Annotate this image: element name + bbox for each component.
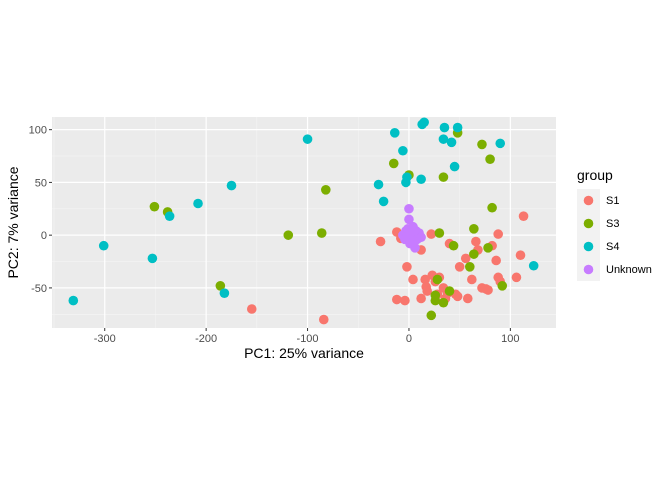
point-s4 [389, 128, 400, 138]
legend-marker-s3 [583, 218, 594, 229]
point-s3 [432, 274, 443, 285]
point-s3 [316, 228, 327, 238]
y-tick-label: 50 [35, 177, 47, 189]
point-s1 [402, 262, 412, 272]
point-s4 [68, 295, 79, 306]
point-s1 [246, 304, 257, 314]
point-s4 [98, 240, 109, 251]
point-s4 [219, 288, 230, 298]
point-s3 [430, 295, 441, 306]
point-s4 [449, 161, 460, 172]
point-s3 [448, 240, 459, 251]
point-s4 [402, 172, 412, 182]
x-axis-label: PC1: 25% variance [244, 345, 364, 361]
x-axis: -300 -200 -100 0 100 [94, 328, 520, 345]
point-s3 [283, 230, 294, 240]
point-s3 [444, 286, 455, 296]
point-s3 [465, 262, 475, 272]
point-s3 [497, 281, 508, 291]
legend-marker-s1 [583, 195, 594, 206]
point-s4 [416, 174, 426, 185]
point-s1 [462, 293, 473, 304]
point-s1 [400, 295, 410, 306]
point-s3 [483, 243, 493, 253]
point-s1 [515, 250, 526, 261]
point-s4 [378, 196, 389, 207]
point-s1 [454, 262, 465, 272]
plot-panel [52, 117, 556, 328]
point-s1 [318, 314, 329, 325]
legend-label-s1: S1 [606, 195, 619, 207]
point-s3 [438, 172, 449, 182]
point-s1 [483, 285, 493, 295]
point-s1 [422, 286, 433, 296]
point-s1 [511, 272, 522, 283]
point-s4 [446, 137, 457, 148]
point-s3 [438, 297, 449, 308]
point-unknown [408, 236, 418, 247]
point-s3 [321, 184, 331, 195]
point-s1 [518, 211, 529, 221]
point-s4 [528, 260, 539, 271]
y-axis-label: PC2: 7% variance [5, 166, 21, 278]
point-s1 [471, 236, 481, 247]
point-s3 [469, 224, 479, 234]
x-tick-label: -200 [195, 333, 217, 345]
point-s3 [388, 158, 399, 169]
point-s4 [438, 134, 449, 144]
point-s3 [469, 249, 479, 259]
y-tick-label: 100 [29, 125, 47, 137]
x-tick-label: 0 [406, 333, 412, 345]
point-unknown [416, 232, 426, 243]
grid-major [52, 117, 556, 328]
legend-title: group [577, 167, 613, 183]
point-s3 [215, 281, 226, 291]
legend-marker-s4 [583, 241, 594, 252]
point-s3 [426, 310, 437, 321]
legend-marker-unknown [583, 264, 594, 275]
x-tick-label: -100 [297, 333, 319, 345]
point-s4 [147, 253, 158, 264]
point-s1 [416, 293, 426, 304]
point-s4 [452, 122, 463, 133]
point-s1 [452, 291, 463, 302]
point-s1 [426, 229, 437, 239]
point-s1 [420, 274, 430, 285]
point-unknown [404, 203, 414, 214]
point-s1 [460, 253, 471, 264]
point-s1 [375, 236, 386, 247]
point-s1 [491, 255, 501, 266]
point-s3 [434, 228, 445, 238]
point-s4 [439, 122, 450, 133]
y-tick-label: 0 [41, 230, 47, 242]
point-s1 [467, 274, 477, 285]
grid-minor [52, 117, 556, 328]
point-s4 [193, 198, 203, 209]
point-s3 [149, 201, 160, 212]
data-points [68, 117, 539, 325]
point-unknown [404, 214, 414, 225]
legend: group S1 S3 S4 Unknown [577, 167, 652, 281]
legend-label-s3: S3 [606, 218, 619, 230]
x-tick-label: 100 [501, 333, 519, 345]
point-s1 [391, 294, 402, 305]
point-s1 [493, 229, 503, 239]
point-s1 [408, 274, 418, 285]
point-s4 [495, 138, 506, 149]
point-s4 [164, 211, 175, 221]
x-tick-label: -300 [94, 333, 116, 345]
point-s3 [477, 139, 487, 150]
point-s4 [302, 134, 313, 144]
point-s4 [398, 145, 408, 156]
point-s3 [487, 202, 497, 213]
legend-label-unknown: Unknown [606, 264, 652, 276]
y-tick-label: -50 [31, 283, 47, 295]
point-s4 [419, 117, 429, 128]
legend-label-s4: S4 [606, 241, 619, 253]
point-s4 [373, 179, 384, 190]
point-s4 [226, 180, 237, 191]
point-s3 [485, 154, 495, 164]
y-axis: -50 0 50 100 [29, 125, 52, 295]
